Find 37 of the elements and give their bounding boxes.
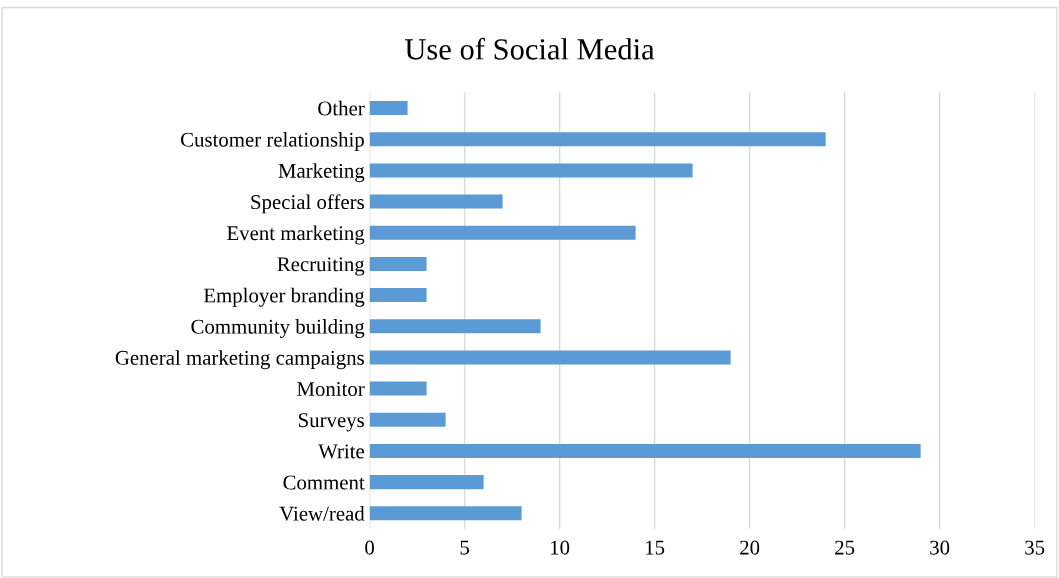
bar	[369, 381, 427, 396]
bar	[369, 350, 731, 365]
bar	[369, 163, 693, 178]
y-tick-label: Marketing	[278, 163, 365, 183]
x-tick-label: 5	[460, 540, 469, 555]
x-tick-label: 0	[365, 540, 375, 555]
chart-title: Use of Social Media	[404, 37, 655, 60]
y-tick-label: Special offers	[251, 194, 364, 214]
y-tick-label: Recruiting	[277, 257, 365, 276]
y-tick-label: Community building	[191, 319, 365, 338]
bar	[369, 101, 408, 116]
x-tick-label: 20	[740, 540, 760, 555]
y-tick-label: General marketing campaigns	[115, 350, 364, 370]
x-tick-label: 25	[835, 540, 855, 555]
bar	[369, 256, 427, 271]
bar	[369, 194, 503, 209]
bar	[369, 443, 921, 458]
y-tick-label: Monitor	[297, 382, 365, 397]
x-tick-label: 30	[930, 540, 950, 555]
x-tick-label: 15	[646, 540, 665, 555]
x-tick-label: 35	[1025, 540, 1045, 555]
bar	[369, 225, 636, 240]
y-tick-label: Write	[318, 444, 365, 459]
bar	[369, 288, 427, 303]
bar	[369, 319, 541, 334]
y-tick-label: Employer branding	[203, 287, 365, 307]
bar	[369, 475, 484, 490]
y-tick-label: Surveys	[298, 413, 364, 432]
bar	[369, 132, 826, 147]
y-tick-label: Customer relationship	[181, 132, 364, 151]
y-tick-label: Comment	[283, 475, 365, 490]
x-tick-label: 10	[551, 540, 570, 555]
bar	[369, 412, 446, 427]
y-tick-label: Other	[318, 100, 365, 116]
bar	[369, 506, 522, 521]
y-tick-label: Event marketing	[227, 225, 365, 245]
y-tick-label: View/read	[279, 506, 365, 521]
